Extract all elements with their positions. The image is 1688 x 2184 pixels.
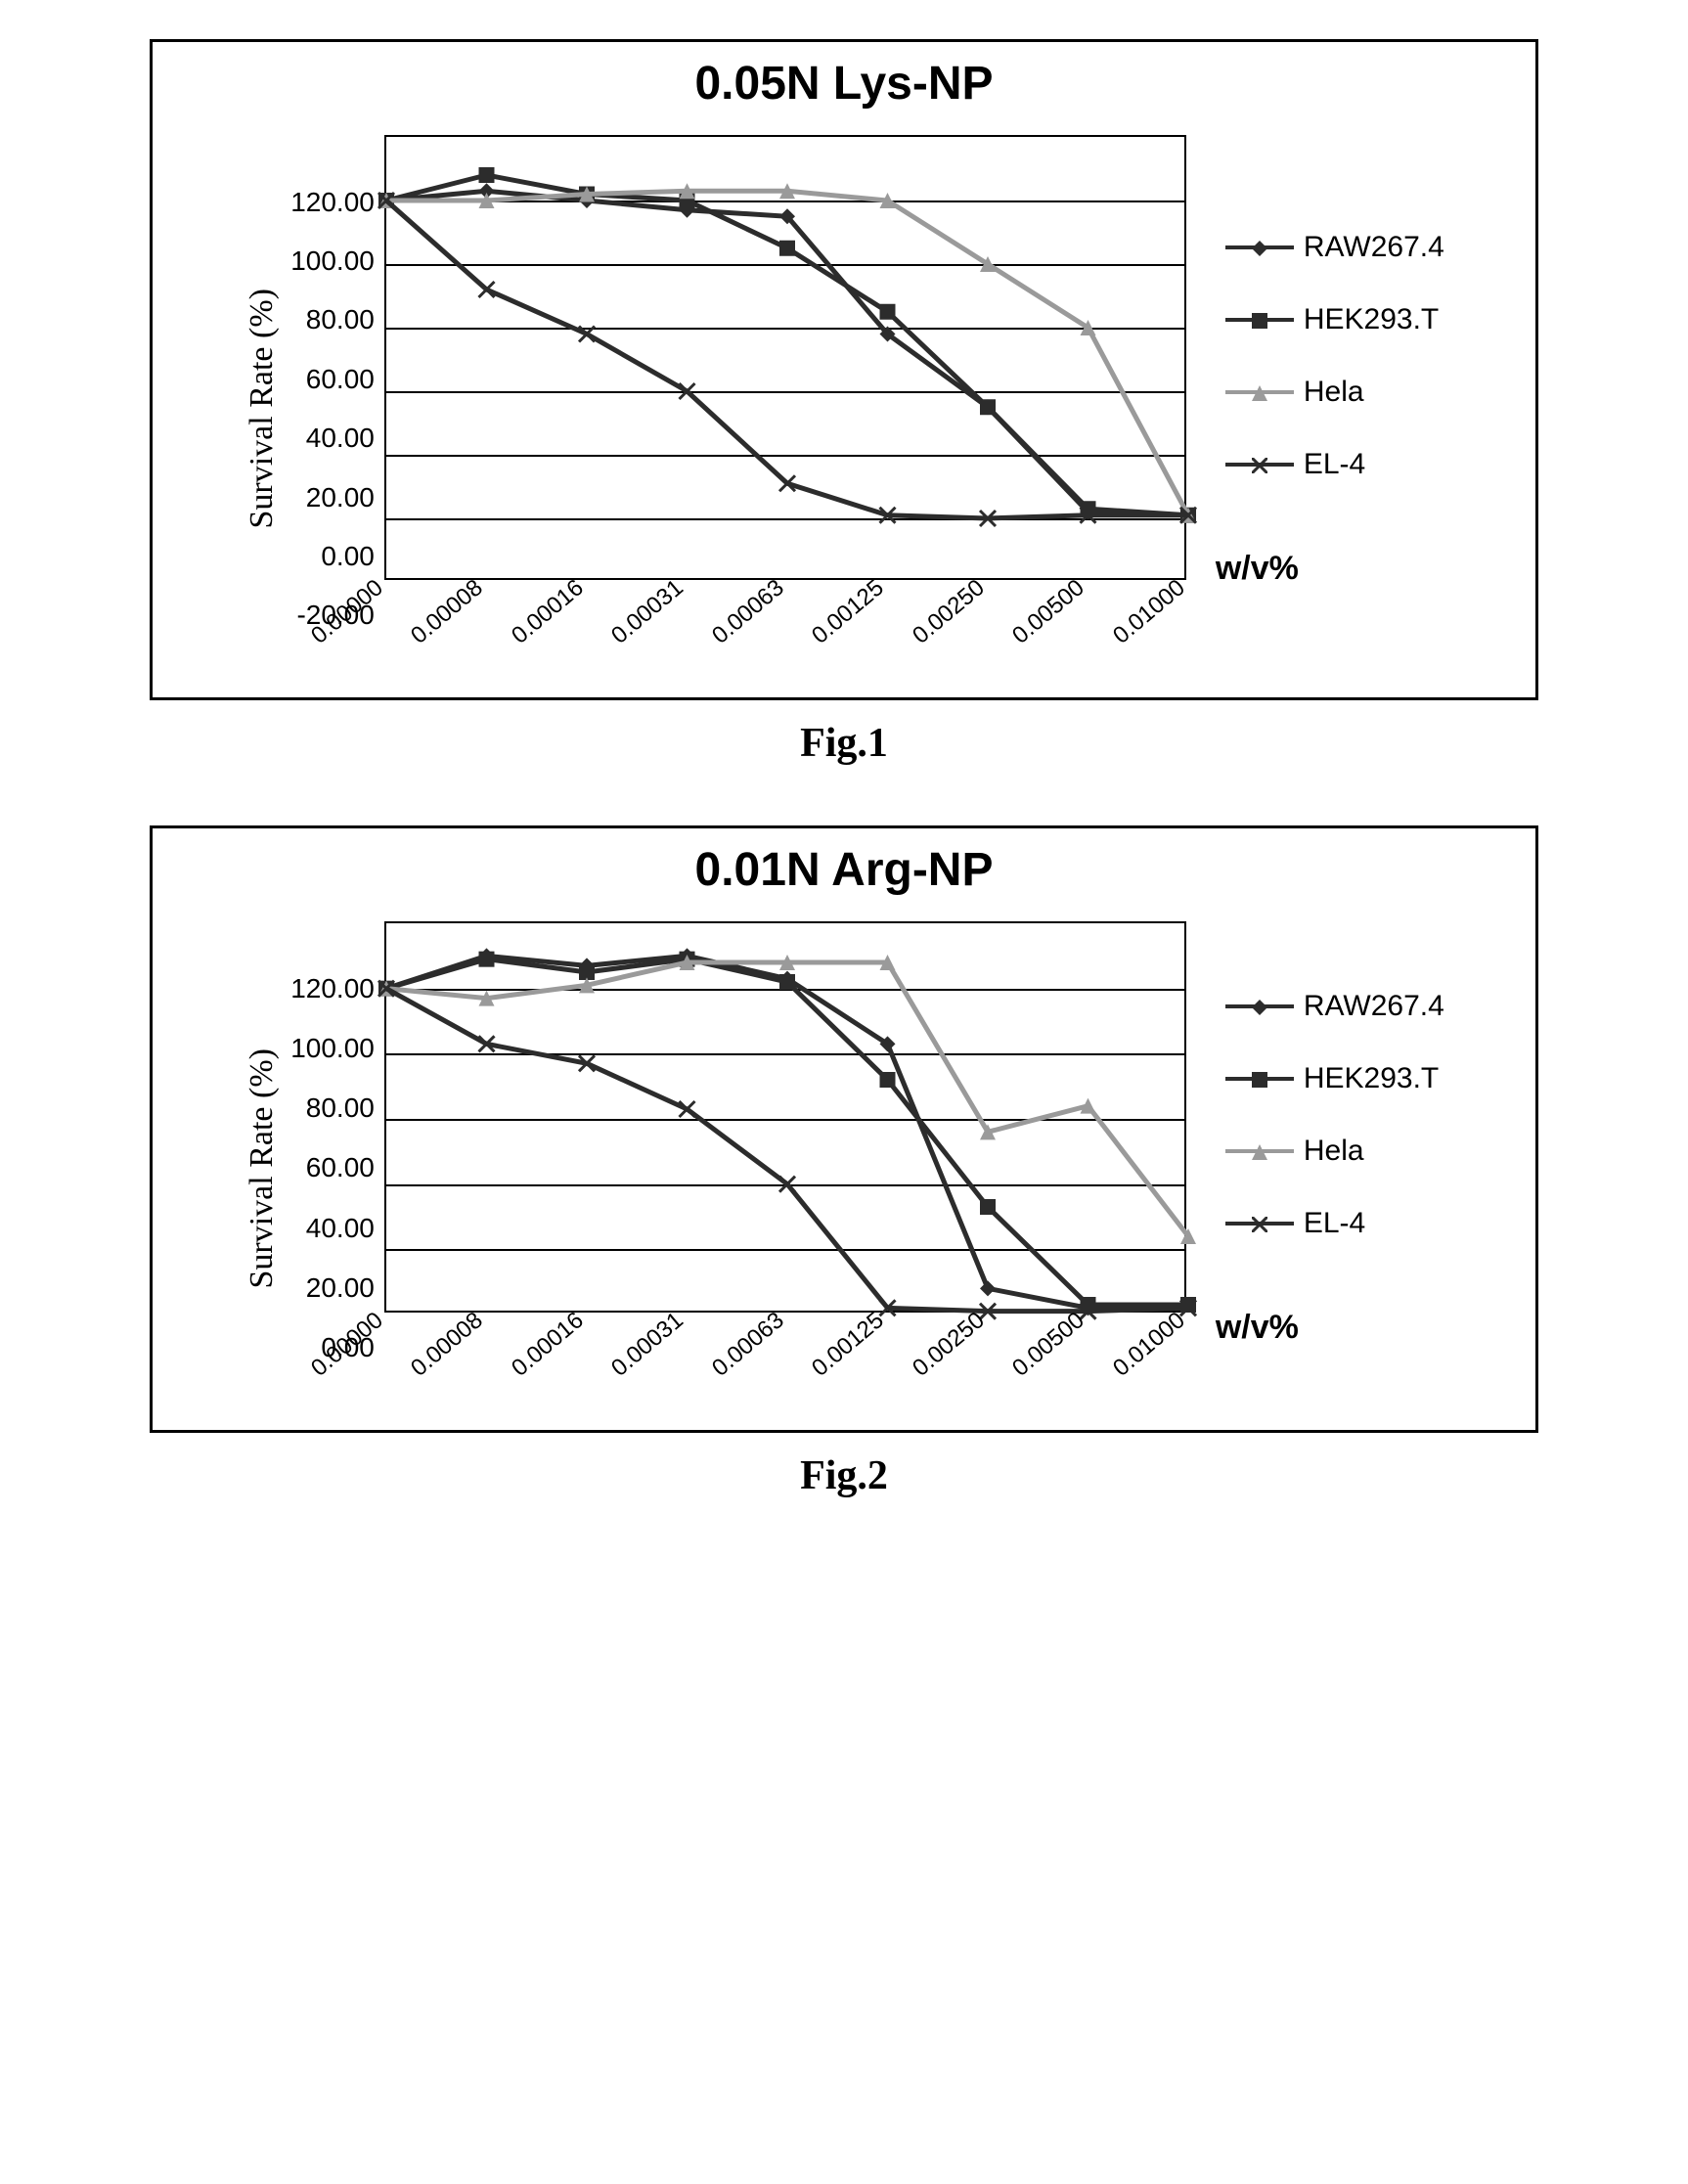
legend-label: RAW267.4 [1304, 231, 1444, 264]
chart-container-arg: 0.01N Arg-NP Survival Rate (%) 120.00 100… [150, 825, 1538, 1433]
x-ticks: 0.000000.000080.000160.000310.000630.001… [384, 1317, 1186, 1415]
x-tick-label: 0.00008 [406, 574, 488, 649]
chart-container-lys: 0.05N Lys-NP Survival Rate (%) 120.00 100… [150, 39, 1538, 700]
y-axis-label: Survival Rate (%) [244, 289, 281, 529]
legend-item-Hela: Hela [1225, 376, 1444, 409]
x-tick-label: 0.00063 [707, 1307, 789, 1382]
y-axis-label: Survival Rate (%) [244, 1048, 281, 1289]
x-tick-label: 0.00031 [606, 1307, 689, 1382]
x-tick-label: 0.00016 [507, 1307, 589, 1382]
x-tick-label: 0.00125 [807, 574, 889, 649]
legend-item-Hela: Hela [1225, 1135, 1444, 1168]
series-line-HEK293.T [386, 175, 1188, 515]
x-tick-label: 0.00008 [406, 1307, 488, 1382]
legend-item-RAW267.4: RAW267.4 [1225, 990, 1444, 1023]
chart-caption: Fig.2 [39, 1452, 1649, 1499]
y-tick-label: 60.00 [306, 1152, 375, 1183]
legend-item-EL-4: EL-4 [1225, 1207, 1444, 1240]
chart-title: 0.05N Lys-NP [694, 57, 993, 111]
chart-title: 0.01N Arg-NP [695, 843, 994, 897]
legend-label: RAW267.4 [1304, 990, 1444, 1023]
y-tick-label: 40.00 [306, 1213, 375, 1244]
y-tick-label: 20.00 [306, 1272, 375, 1304]
y-ticks: 120.00100.0080.0060.0040.0020.000.00-20.… [290, 187, 384, 632]
x-tick-label: 0.00031 [606, 574, 689, 649]
legend-label: Hela [1304, 376, 1364, 409]
x-tick-label: 0.00500 [1007, 1307, 1089, 1382]
y-tick-label: 100.00 [290, 245, 375, 277]
chart-caption: Fig.1 [39, 720, 1649, 767]
series-line-HEK293.T [386, 959, 1188, 1305]
y-ticks: 120.00100.0080.0060.0040.0020.000.00 [290, 973, 384, 1364]
x-tick-label: 0.00500 [1007, 574, 1089, 649]
y-tick-label: 80.00 [306, 1092, 375, 1124]
y-tick-label: 20.00 [306, 482, 375, 513]
x-tick-label: 0.00250 [908, 1307, 990, 1382]
series-line-Hela [386, 191, 1188, 515]
x-axis-label: w/v% [1216, 1309, 1444, 1347]
legend-item-RAW267.4: RAW267.4 [1225, 231, 1444, 264]
y-tick-label: 100.00 [290, 1033, 375, 1064]
x-tick-label: 0.00063 [707, 574, 789, 649]
legend-label: EL-4 [1304, 1207, 1365, 1240]
series-line-RAW267.4 [386, 191, 1188, 515]
legend-label: HEK293.T [1304, 303, 1439, 336]
y-tick-label: 120.00 [290, 973, 375, 1004]
x-tick-label: 0.00016 [507, 574, 589, 649]
legend-item-EL-4: EL-4 [1225, 448, 1444, 481]
y-tick-label: 120.00 [290, 187, 375, 218]
y-tick-label: 40.00 [306, 423, 375, 454]
x-tick-label: 0.00250 [908, 574, 990, 649]
plot-area [384, 135, 1186, 580]
legend-label: EL-4 [1304, 448, 1365, 481]
x-ticks: 0.000000.000080.000160.000310.000630.001… [384, 585, 1186, 683]
legend: RAW267.4 HEK293.T Hela EL-4 [1225, 231, 1444, 520]
y-tick-label: 60.00 [306, 364, 375, 395]
series-line-Hela [386, 962, 1188, 1236]
legend-item-HEK293.T: HEK293.T [1225, 303, 1444, 336]
legend-label: Hela [1304, 1135, 1364, 1168]
series-line-RAW267.4 [386, 956, 1188, 1308]
x-tick-label: 0.01000 [1108, 1307, 1190, 1382]
series-line-EL-4 [386, 989, 1188, 1312]
x-tick-label: 0.01000 [1108, 574, 1190, 649]
y-tick-label: 0.00 [321, 541, 375, 572]
legend-item-HEK293.T: HEK293.T [1225, 1062, 1444, 1095]
legend: RAW267.4 HEK293.T Hela EL-4 [1225, 990, 1444, 1279]
plot-svg [386, 137, 1188, 582]
y-tick-label: 80.00 [306, 304, 375, 335]
x-tick-label: 0.00125 [807, 1307, 889, 1382]
plot-area [384, 921, 1186, 1313]
plot-svg [386, 923, 1188, 1315]
legend-label: HEK293.T [1304, 1062, 1439, 1095]
x-axis-label: w/v% [1216, 550, 1444, 588]
